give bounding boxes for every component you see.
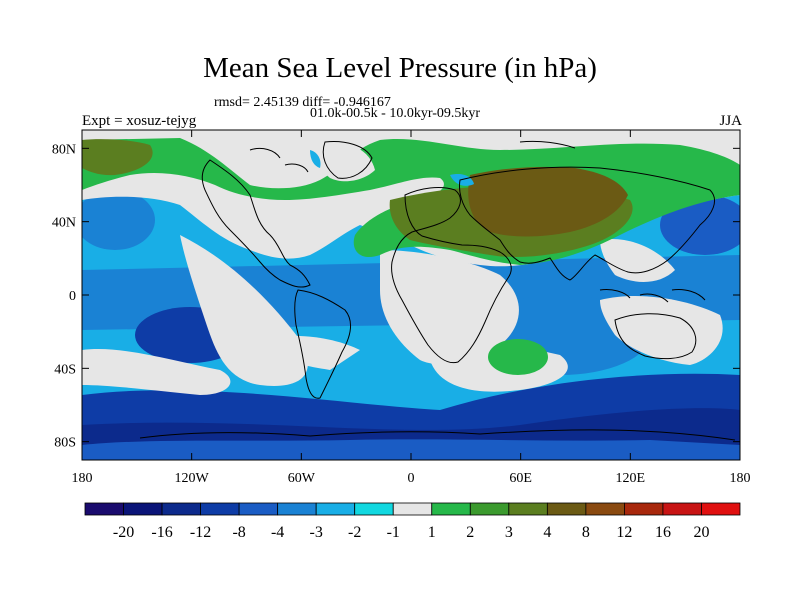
colorbar-label: 1 (428, 524, 436, 541)
field-greenland-small-low (310, 150, 321, 168)
x-tick-label: 180 (730, 471, 751, 486)
colorbar-label: -12 (190, 524, 211, 541)
x-tick-label: 0 (408, 471, 415, 486)
colorbar-swatch (469, 502, 510, 516)
field-neutral-africa (380, 250, 519, 365)
field-neutral-south-america (260, 335, 360, 370)
y-tick-label: 80N (52, 142, 76, 157)
colorbar-label: 16 (655, 524, 671, 541)
coast-greenland (322, 141, 373, 179)
x-axis: 180 120W 60W 0 60E 120E 180 (72, 130, 751, 486)
field-antarctic (82, 439, 740, 460)
coast-antarctica (139, 429, 736, 441)
y-tick-label: 40S (54, 362, 76, 377)
period-text: 01.0k-00.5k - 10.0kyr-09.5kyr (310, 106, 481, 121)
colorbar-label: -4 (271, 524, 284, 541)
colorbar-swatch (508, 502, 548, 516)
y-tick-label: 40N (52, 216, 76, 231)
colorbar-label: -3 (310, 524, 323, 541)
colorbar-swatch (701, 502, 741, 516)
colorbar-label: 8 (582, 524, 590, 541)
colorbar-swatch (161, 502, 201, 516)
field-arctic-olive (82, 139, 153, 176)
colorbar: -20 -16 -12 -8 -4 -3 -2 -1 1 2 3 4 8 12 16 20 (84, 502, 741, 541)
field-neutral-south-pacific (82, 349, 231, 395)
x-tick-label: 120W (175, 471, 210, 486)
y-axis: 80N 40N 0 40S 80S (52, 142, 740, 451)
colorbar-label: 4 (543, 524, 551, 541)
map-area (82, 130, 740, 460)
colorbar-label: 12 (616, 524, 632, 541)
coast-arctic-islands (249, 140, 576, 173)
colorbar-swatch (624, 502, 664, 516)
colorbar-swatch (546, 502, 587, 516)
colorbar-swatch (662, 502, 702, 516)
colorbar-swatch (431, 502, 471, 516)
colorbar-swatch (200, 502, 240, 516)
colorbar-label: -16 (151, 524, 172, 541)
coast-europe-africa (391, 187, 512, 364)
coast-south-america (294, 289, 352, 399)
season-label: JJA (719, 113, 742, 129)
y-tick-label: 80S (54, 436, 76, 451)
field-eurasia-brown (468, 166, 628, 237)
field-greenland (317, 140, 375, 182)
colorbar-swatch (238, 502, 279, 516)
colorbar-label: 2 (466, 524, 474, 541)
colorbar-swatch (84, 502, 124, 516)
y-tick-label: 0 (69, 289, 76, 304)
field-neutral-sea (600, 239, 675, 282)
stats-text: rmsd= 2.45139 diff= -0.946167 (214, 95, 391, 110)
colorbar-swatch (354, 502, 394, 516)
colorbar-label: -20 (113, 524, 134, 541)
colorbar-label: -2 (348, 524, 361, 541)
coast-maritime-continent (599, 289, 706, 303)
coast-asia (459, 166, 715, 281)
chart-title: Mean Sea Level Pressure (in hPa) (203, 52, 597, 84)
x-tick-label: 60W (288, 471, 316, 486)
coast-australia (614, 313, 697, 360)
colorbar-label: 20 (693, 524, 709, 541)
colorbar-label: -1 (387, 524, 400, 541)
field-north-pacific (82, 190, 155, 250)
x-tick-label: 60E (509, 471, 532, 486)
coast-north-america (201, 159, 311, 288)
colorbar-swatch (392, 502, 433, 516)
colorbar-swatch (277, 502, 317, 516)
field-south-atlantic-high (488, 339, 548, 375)
colorbar-swatch (123, 502, 163, 516)
colorbar-swatch (315, 502, 356, 516)
colorbar-label: 3 (505, 524, 513, 541)
x-tick-label: 120E (616, 471, 646, 486)
coastlines (139, 140, 736, 441)
x-tick-label: 180 (72, 471, 93, 486)
colorbar-swatch (585, 502, 625, 516)
experiment-label: Expt = xosuz-tejyg (82, 113, 197, 129)
field-neutral-australia (600, 295, 723, 365)
colorbar-label: -8 (232, 524, 245, 541)
